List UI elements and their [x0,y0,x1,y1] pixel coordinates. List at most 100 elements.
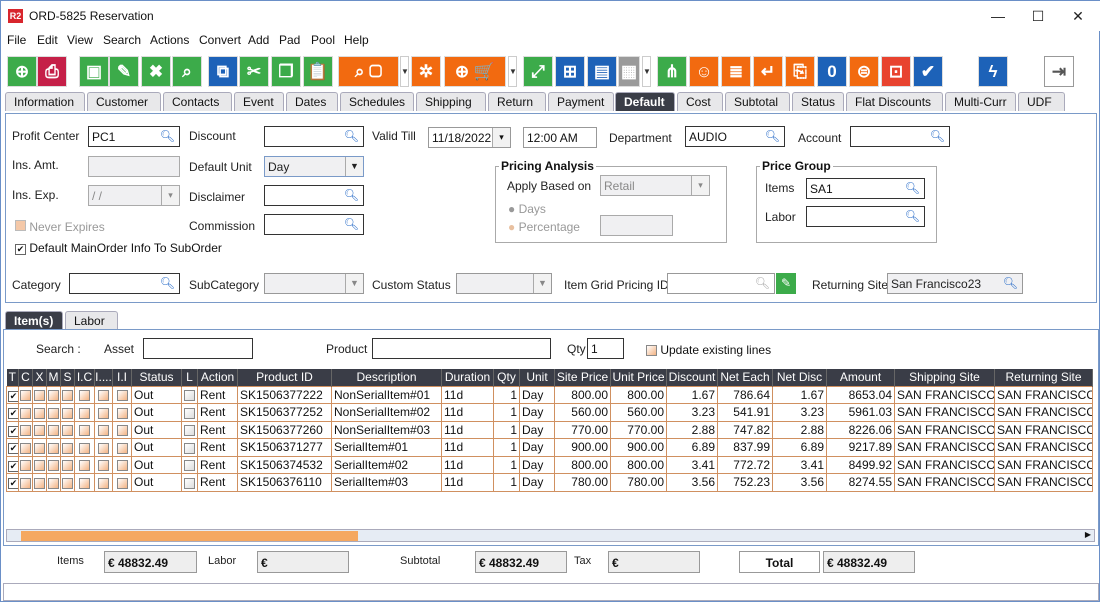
cell-I....[interactable] [94,403,113,422]
subtab-labor[interactable]: Labor [65,311,118,329]
column-header-action[interactable]: Action [197,369,238,386]
row-checkbox[interactable] [98,407,109,419]
row-checkbox[interactable] [62,477,73,489]
minimize-button[interactable]: — [991,8,1005,24]
cell-M[interactable] [46,420,61,439]
search-icon[interactable]: 🔍︎ [1002,276,1018,290]
search-icon[interactable]: 🔍︎ [754,276,770,290]
cell[interactable]: 800.00 [610,455,667,474]
row-checkbox[interactable] [116,442,128,454]
row-checkbox[interactable] [116,407,128,419]
column-header-net-disc[interactable]: Net Disc [772,369,827,386]
cell[interactable]: 11d [441,403,494,422]
row-checkbox[interactable] [34,425,45,437]
cell[interactable]: SAN FRANCISCO [894,438,995,457]
menu-file[interactable]: File [7,33,27,47]
return-icon[interactable]: ↵ [753,56,783,87]
cell-X[interactable] [32,385,47,404]
row-checkbox[interactable] [48,425,59,437]
edit-icon[interactable]: ✎ [109,56,139,87]
qty-input[interactable]: 1 [587,338,624,359]
valid-till-date-field[interactable]: 11/18/2022 ▾ [428,127,511,148]
safe-icon[interactable]: ⊡ [881,56,911,87]
menu-actions[interactable]: Actions [150,33,190,47]
chat-zero-icon[interactable]: 0 [817,56,847,87]
cell[interactable]: 772.72 [717,455,773,474]
row-checkbox[interactable] [48,407,59,419]
row-checkbox-checked[interactable]: ✔ [8,390,18,402]
cell[interactable]: SK1506377252 [237,403,332,422]
cell[interactable]: 1 [493,455,520,474]
cell-T[interactable]: ✔ [6,403,19,422]
new-document-icon[interactable]: ⊕ [7,56,37,87]
days-radio[interactable]: ● Days [508,202,546,216]
cell[interactable]: 11d [441,420,494,439]
row-checkbox[interactable] [62,407,73,419]
cell[interactable]: NonSerialItem#01 [331,385,442,404]
message-icon[interactable]: ▤ [587,56,617,87]
cell-l[interactable] [181,455,198,474]
cell-C[interactable] [18,420,33,439]
scissors-icon[interactable]: ✂ [239,56,269,87]
cell[interactable]: 1 [493,438,520,457]
edit-pencil-icon[interactable]: ✎ [776,273,796,294]
cell-I....[interactable] [94,473,113,492]
cell[interactable]: 800.00 [610,385,667,404]
cell[interactable]: 780.00 [610,473,667,492]
row-checkbox[interactable] [20,425,31,437]
row-checkbox[interactable] [98,460,109,472]
cell[interactable]: 6.89 [666,438,718,457]
menu-convert[interactable]: Convert [199,33,242,47]
cell-X[interactable] [32,403,47,422]
gears-icon[interactable]: ✲ [411,56,441,87]
cell-l[interactable] [181,473,198,492]
cell[interactable]: SAN FRANCISCO [994,420,1093,439]
cell-I....[interactable] [94,420,113,439]
maximize-button[interactable]: ☐ [1031,8,1045,24]
row-l-checkbox[interactable] [184,442,195,454]
cell-S[interactable] [60,420,75,439]
cell[interactable]: 5961.03 [826,403,895,422]
menu-pool[interactable]: Pool [311,33,336,47]
row-checkbox[interactable] [116,390,128,402]
lightning-icon[interactable]: ϟ [978,56,1008,87]
row-checkbox[interactable] [34,390,45,402]
exit-icon[interactable]: ⇥ [1044,56,1074,87]
cell[interactable]: SK1506377222 [237,385,332,404]
ins-amt-field[interactable] [88,156,180,177]
cell[interactable]: 800.00 [554,455,611,474]
search-icon[interactable]: 🔍︎ [343,217,359,231]
row-checkbox[interactable] [62,390,73,402]
cell[interactable]: 8274.55 [826,473,895,492]
cell[interactable]: 1 [493,420,520,439]
never-expires-checkbox[interactable]: Never Expires [15,220,105,234]
row-checkbox[interactable] [79,442,90,454]
cell-T[interactable]: ✔ [6,438,19,457]
row-l-checkbox[interactable] [184,407,195,419]
cell[interactable]: SAN FRANCISCO [894,420,995,439]
cell[interactable]: SAN FRANCISCO [894,403,995,422]
cell[interactable]: 6.89 [772,438,827,457]
column-header-returning-site[interactable]: Returning Site [994,369,1093,386]
cell[interactable]: 1 [493,385,520,404]
column-header-discount[interactable]: Discount [666,369,718,386]
menu-view[interactable]: View [67,33,93,47]
row-checkbox[interactable] [79,460,90,472]
cell-S[interactable] [60,385,75,404]
cell-I.I[interactable] [112,385,132,404]
valid-till-time-field[interactable]: 12:00 AM [523,127,597,148]
cell[interactable]: Rent [197,420,238,439]
cell[interactable]: NonSerialItem#02 [331,403,442,422]
row-checkbox[interactable] [34,477,45,489]
cell[interactable]: 11d [441,473,494,492]
dropdown-arrow-icon[interactable]: ▼ [508,56,517,87]
row-checkbox[interactable] [62,425,73,437]
horizontal-scrollbar[interactable]: ▶ [6,529,1095,542]
cell[interactable]: SAN FRANCISCO [894,385,995,404]
cell-l[interactable] [181,385,198,404]
cell-I....[interactable] [94,455,113,474]
category-field[interactable]: 🔍︎ [69,273,180,294]
dropdown-arrow-icon[interactable]: ▼ [642,56,651,87]
cell[interactable]: 780.00 [554,473,611,492]
table-row[interactable]: ✔ Out Rent SK1506371277 SerialItem#01 11d 1 Day… [6,438,1093,457]
